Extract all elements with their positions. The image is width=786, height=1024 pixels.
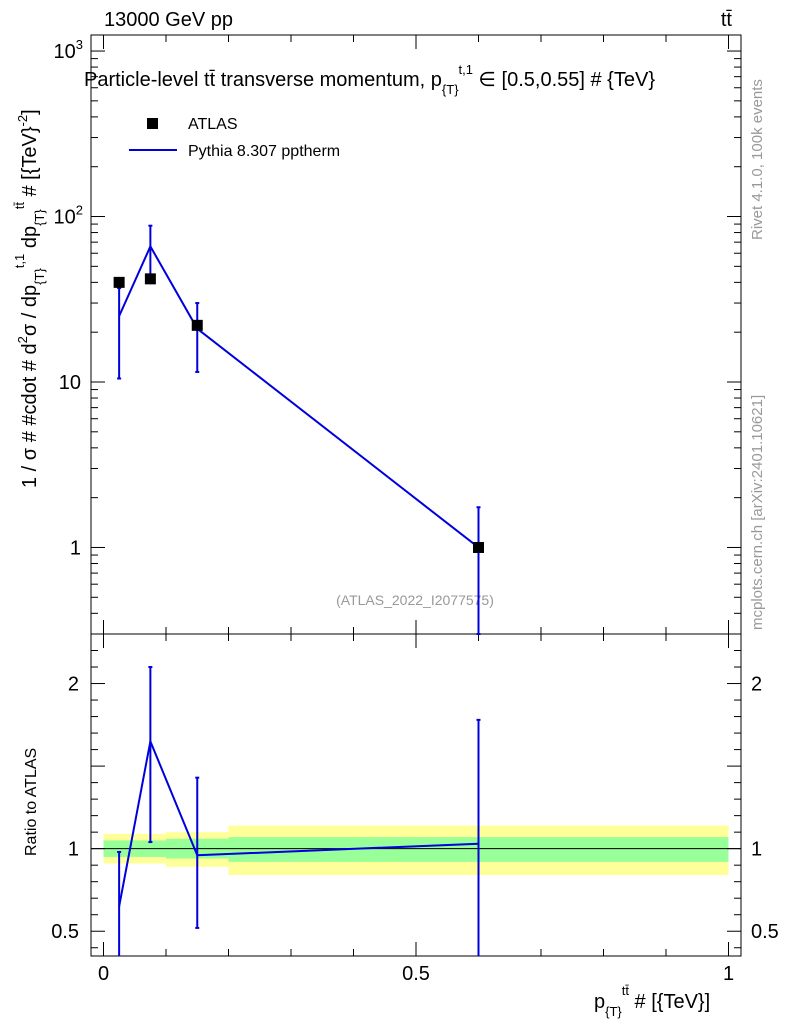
ylabel-part-b-sub: {T} bbox=[32, 268, 47, 285]
ylabel-part-c: dp bbox=[19, 226, 41, 254]
xlabel-sup: tt̄ bbox=[622, 983, 630, 998]
energy-label: 13000 GeV pp bbox=[104, 9, 233, 31]
ratio-y-tick-label-right-3: 2 bbox=[751, 674, 762, 696]
ratio-y-tick-label-left-1: 1 bbox=[68, 839, 79, 861]
ratio-y-tick-label-right-0: 0.5 bbox=[751, 921, 779, 943]
ylabel-part-c-sub: {T} bbox=[32, 209, 47, 226]
legend-pythia-label: Pythia 8.307 pptherm bbox=[188, 143, 340, 160]
x-tick-label-2: 1 bbox=[723, 963, 734, 985]
atlas-marker-2 bbox=[191, 319, 203, 331]
rivet-label: Rivet 4.1.0, 100k events bbox=[749, 79, 766, 240]
process-label: tt̄ bbox=[721, 9, 733, 31]
title-suffix: ∈ [0.5,0.55] # {TeV} bbox=[473, 69, 655, 91]
ylabel-part-d: # [{TeV} bbox=[19, 126, 41, 202]
main-y-axis-label: 1 / σ # #cdot # d2σ / dp{T}t,1 dp{T}tt̄ … bbox=[12, 109, 47, 488]
title-sup: t,1 bbox=[459, 62, 473, 77]
ylabel-part-c-sup: tt̄ bbox=[12, 202, 27, 210]
x-tick-label-1: 0.5 bbox=[402, 963, 430, 985]
x-tick-label-0: 0 bbox=[98, 963, 109, 985]
atlas-marker-0 bbox=[113, 276, 125, 288]
ylabel-part-a: 1 / σ # #cdot # d bbox=[19, 343, 41, 488]
main-y-tick-label-1: 10 bbox=[59, 372, 81, 394]
atlas-marker-1 bbox=[144, 273, 156, 285]
main-y-tick-label-0: 1 bbox=[70, 537, 81, 559]
ratio-panel-frame bbox=[90, 633, 742, 957]
xlabel-part-b: # [{TeV}] bbox=[629, 991, 710, 1013]
ratio-y-tick-label-right-1: 1 bbox=[751, 839, 762, 861]
xlabel-part-a: p bbox=[594, 991, 605, 1013]
xlabel-sub: {T} bbox=[605, 1004, 622, 1019]
ratio-y-tick-label-left-0: 0.5 bbox=[51, 921, 79, 943]
mc-line bbox=[118, 244, 480, 549]
ylabel-part-b: σ / dp bbox=[19, 285, 41, 336]
ylabel-part-a-sup: 2 bbox=[15, 336, 30, 343]
title-prefix: Particle-level tt̄ transverse momentum, … bbox=[84, 69, 442, 91]
mcplots-label: mcplots.cern.ch [arXiv:2401.10621] bbox=[749, 395, 766, 630]
x-axis-label: p{T}tt̄ # [{TeV}] bbox=[594, 983, 710, 1019]
legend-atlas-marker bbox=[147, 118, 158, 129]
legend: ATLAS Pythia 8.307 pptherm bbox=[129, 116, 340, 160]
ratio-axis-ticks: 0.5 0.5 1 1 2 2 0 0.5 1 bbox=[51, 633, 779, 985]
main-data-layer bbox=[113, 224, 484, 635]
title-sub: {T} bbox=[442, 82, 459, 97]
ylabel-part-d-sup: -2 bbox=[15, 115, 30, 127]
plot-title: Particle-level tt̄ transverse momentum, … bbox=[84, 62, 655, 97]
main-y-tick-label-2: 102 bbox=[54, 203, 83, 229]
main-y-tick-label-3: 103 bbox=[54, 37, 83, 63]
ratio-mc-line bbox=[118, 737, 479, 907]
atlas-marker-3 bbox=[473, 541, 484, 553]
ratio-y-axis-label: Ratio to ATLAS bbox=[23, 748, 40, 856]
ylabel-part-b-sup: t,1 bbox=[12, 254, 27, 268]
ratio-data-layer bbox=[117, 666, 481, 956]
legend-atlas-label: ATLAS bbox=[188, 116, 238, 133]
ratio-y-tick-label-left-3: 2 bbox=[68, 674, 79, 696]
analysis-watermark: (ATLAS_2022_I2077575) bbox=[336, 592, 494, 608]
ylabel-part-e: ] bbox=[19, 109, 41, 115]
